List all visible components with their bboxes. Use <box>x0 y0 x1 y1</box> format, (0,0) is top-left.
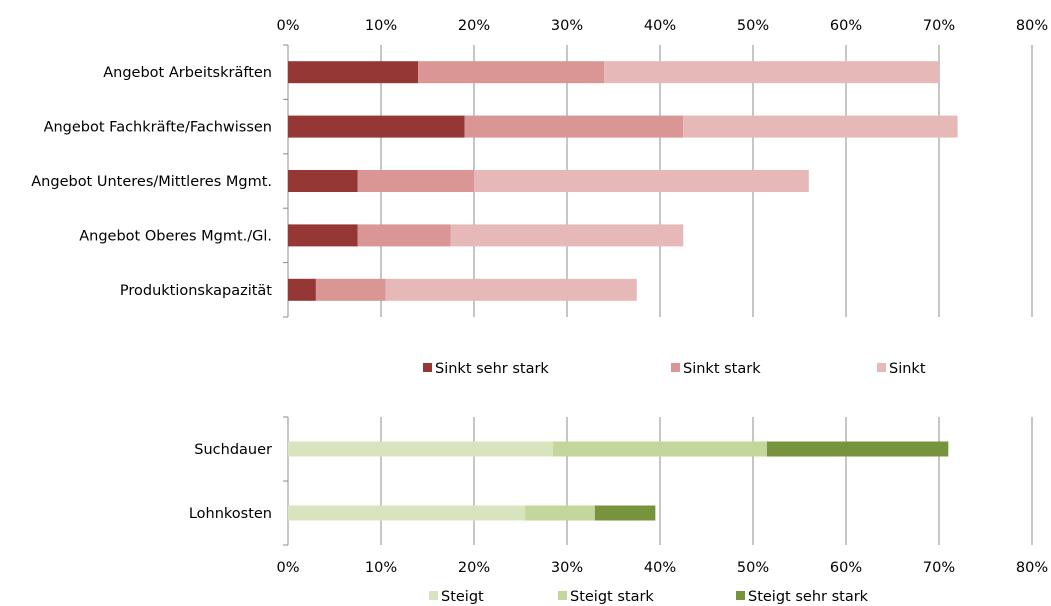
bar-lohnkosten-steigt <box>288 505 526 521</box>
bottom-category-labels: Suchdauer Lohnkosten <box>189 442 272 522</box>
top-x-tick-label: 20% <box>458 18 490 34</box>
category-label-suchdauer: Suchdauer <box>194 442 272 458</box>
legend-label-steigt-sehr-stark: Steigt sehr stark <box>748 589 869 605</box>
bot-x-tick-label: 40% <box>644 560 676 576</box>
bar-produktionskapazit-t-sinkt-sehr-stark <box>288 278 316 301</box>
top-y-axis <box>283 44 289 318</box>
legend-swatch-sinkt-stark <box>671 363 680 372</box>
category-label-angebot-fachkr-fte-fachwissen: Angebot Fachkräfte/Fachwissen <box>44 120 272 136</box>
legend-label-sinkt-sehr-stark: Sinkt sehr stark <box>435 361 549 377</box>
top-chart: 0% 10% 20% 30% 40% 50% 60% 70% 80% Angebot Arbei… <box>31 18 1048 377</box>
bot-x-tick-label: 70% <box>923 560 955 576</box>
bot-x-tick-label: 30% <box>551 560 583 576</box>
bottom-chart: 0% 10% 20% 30% 40% 50% 60% 70% 80% Suchdauer Lohn… <box>189 416 1048 605</box>
bottom-bars <box>288 441 949 521</box>
bottom-x-tick-labels: 0% 10% 20% 30% 40% 50% 60% 70% 80% <box>276 560 1048 576</box>
legend-swatch-sinkt <box>877 363 886 372</box>
bottom-gridlines <box>287 417 1033 545</box>
bar-angebot-arbeitskr-ften-sinkt-stark <box>418 61 605 84</box>
legend-label-sinkt: Sinkt <box>889 361 926 377</box>
bar-lohnkosten-steigt-sehr-stark <box>594 505 656 521</box>
bar-angebot-arbeitskr-ften-sinkt <box>604 61 939 84</box>
legend-swatch-steigt-sehr-stark <box>736 591 745 600</box>
top-bars <box>288 61 958 301</box>
bar-suchdauer-steigt-stark <box>553 441 767 457</box>
top-legend: Sinkt sehr stark Sinkt stark Sinkt <box>423 361 926 377</box>
top-x-tick-label: 10% <box>365 18 397 34</box>
legend-label-steigt: Steigt <box>441 589 484 605</box>
bar-angebot-unteres-mittleres-mgmt-sinkt <box>474 170 809 192</box>
bar-produktionskapazit-t-sinkt <box>385 278 637 301</box>
bot-x-tick-label: 80% <box>1016 560 1048 576</box>
category-label-lohnkosten: Lohnkosten <box>189 506 272 522</box>
bar-angebot-unteres-mittleres-mgmt-sinkt-stark <box>357 170 474 192</box>
legend-label-sinkt-stark: Sinkt stark <box>683 361 761 377</box>
bot-x-tick-label: 10% <box>365 560 397 576</box>
bot-x-tick-label: 0% <box>276 560 299 576</box>
legend-swatch-steigt-stark <box>558 591 567 600</box>
top-x-tick-labels: 0% 10% 20% 30% 40% 50% 60% 70% 80% <box>276 18 1048 34</box>
category-label-angebot-unteres-mittleres-mgmt: Angebot Unteres/Mittleres Mgmt. <box>31 174 272 190</box>
bar-angebot-fachkr-fte-fachwissen-sinkt <box>683 115 958 138</box>
top-x-tick-label: 0% <box>276 18 299 34</box>
bot-x-tick-label: 60% <box>830 560 862 576</box>
bar-suchdauer-steigt-sehr-stark <box>766 441 949 457</box>
category-label-angebot-oberes-mgmt-gl: Angebot Oberes Mgmt./Gl. <box>79 228 272 244</box>
bar-suchdauer-steigt <box>288 441 554 457</box>
bar-angebot-unteres-mittleres-mgmt-sinkt-sehr-stark <box>288 170 358 192</box>
top-x-tick-label: 40% <box>644 18 676 34</box>
bar-angebot-oberes-mgmt-gl-sinkt-stark <box>357 224 451 247</box>
bar-angebot-fachkr-fte-fachwissen-sinkt-stark <box>464 115 684 138</box>
bar-lohnkosten-steigt-stark <box>525 505 595 521</box>
top-x-tick-label: 80% <box>1016 18 1048 34</box>
top-category-labels: Angebot Arbeitskräften Angebot Fachkräfte… <box>31 65 272 299</box>
bar-angebot-oberes-mgmt-gl-sinkt <box>450 224 684 247</box>
top-x-tick-label: 60% <box>830 18 862 34</box>
bot-x-tick-label: 20% <box>458 560 490 576</box>
top-x-tick-label: 70% <box>923 18 955 34</box>
legend-swatch-sinkt-sehr-stark <box>423 363 432 372</box>
bar-angebot-fachkr-fte-fachwissen-sinkt-sehr-stark <box>288 115 465 138</box>
top-x-tick-label: 30% <box>551 18 583 34</box>
legend-label-steigt-stark: Steigt stark <box>570 589 654 605</box>
bottom-y-axis <box>283 416 289 546</box>
bar-angebot-oberes-mgmt-gl-sinkt-sehr-stark <box>288 224 358 247</box>
legend-swatch-steigt <box>429 591 438 600</box>
bot-x-tick-label: 50% <box>737 560 769 576</box>
category-label-produktionskapazit-t: Produktionskapazität <box>120 283 272 299</box>
category-label-angebot-arbeitskr-ften: Angebot Arbeitskräften <box>103 65 272 81</box>
bottom-legend: Steigt Steigt stark Steigt sehr stark <box>429 589 869 605</box>
top-x-tick-label: 50% <box>737 18 769 34</box>
bar-angebot-arbeitskr-ften-sinkt-sehr-stark <box>288 61 419 84</box>
bar-produktionskapazit-t-sinkt-stark <box>315 278 386 301</box>
